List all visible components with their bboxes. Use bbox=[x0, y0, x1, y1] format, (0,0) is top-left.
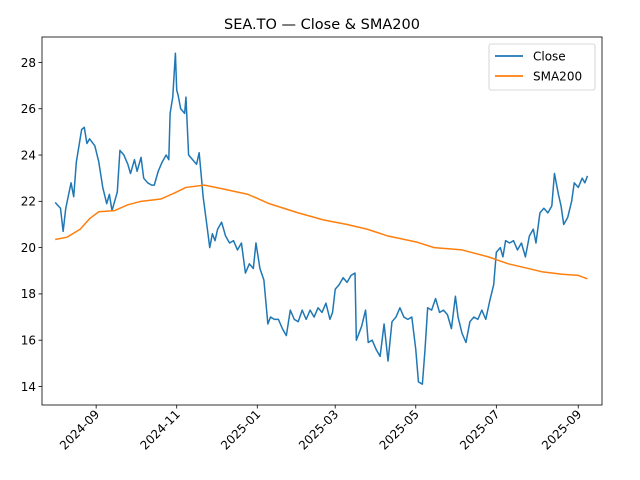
y-tick-label: 28 bbox=[21, 56, 36, 70]
series-line-close bbox=[54, 52, 589, 385]
y-tick-label: 22 bbox=[21, 195, 36, 209]
y-tick-label: 24 bbox=[21, 148, 36, 162]
x-tick-label: 2025-05 bbox=[377, 407, 422, 452]
y-tick-label: 16 bbox=[21, 333, 36, 347]
legend-label-sma200: SMA200 bbox=[533, 70, 582, 84]
x-tick-label: 2024-11 bbox=[137, 407, 182, 452]
y-tick-label: 14 bbox=[21, 380, 36, 394]
legend: Close SMA200 bbox=[488, 43, 596, 91]
series-line-sma bbox=[55, 184, 588, 280]
x-axis: 2024-09 2024-11 2025-01 2025-03 2025-05 2025-… bbox=[57, 405, 584, 453]
legend-label-close: Close bbox=[533, 50, 566, 64]
x-tick-label: 2025-07 bbox=[457, 407, 502, 452]
x-tick-label: 2025-03 bbox=[296, 407, 341, 452]
y-tick-label: 26 bbox=[21, 102, 36, 116]
y-tick-label: 18 bbox=[21, 287, 36, 301]
x-tick-label: 2024-09 bbox=[57, 407, 102, 452]
x-tick-label: 2025-09 bbox=[539, 407, 584, 452]
x-tick-label: 2025-01 bbox=[218, 407, 263, 452]
plot-area-frame bbox=[41, 36, 603, 406]
plot-series bbox=[54, 52, 589, 385]
chart-title: SEA.TO — Close & SMA200 bbox=[224, 17, 420, 33]
y-axis: 14 16 18 20 22 24 26 28 bbox=[21, 56, 42, 394]
y-tick-label: 20 bbox=[21, 241, 36, 255]
